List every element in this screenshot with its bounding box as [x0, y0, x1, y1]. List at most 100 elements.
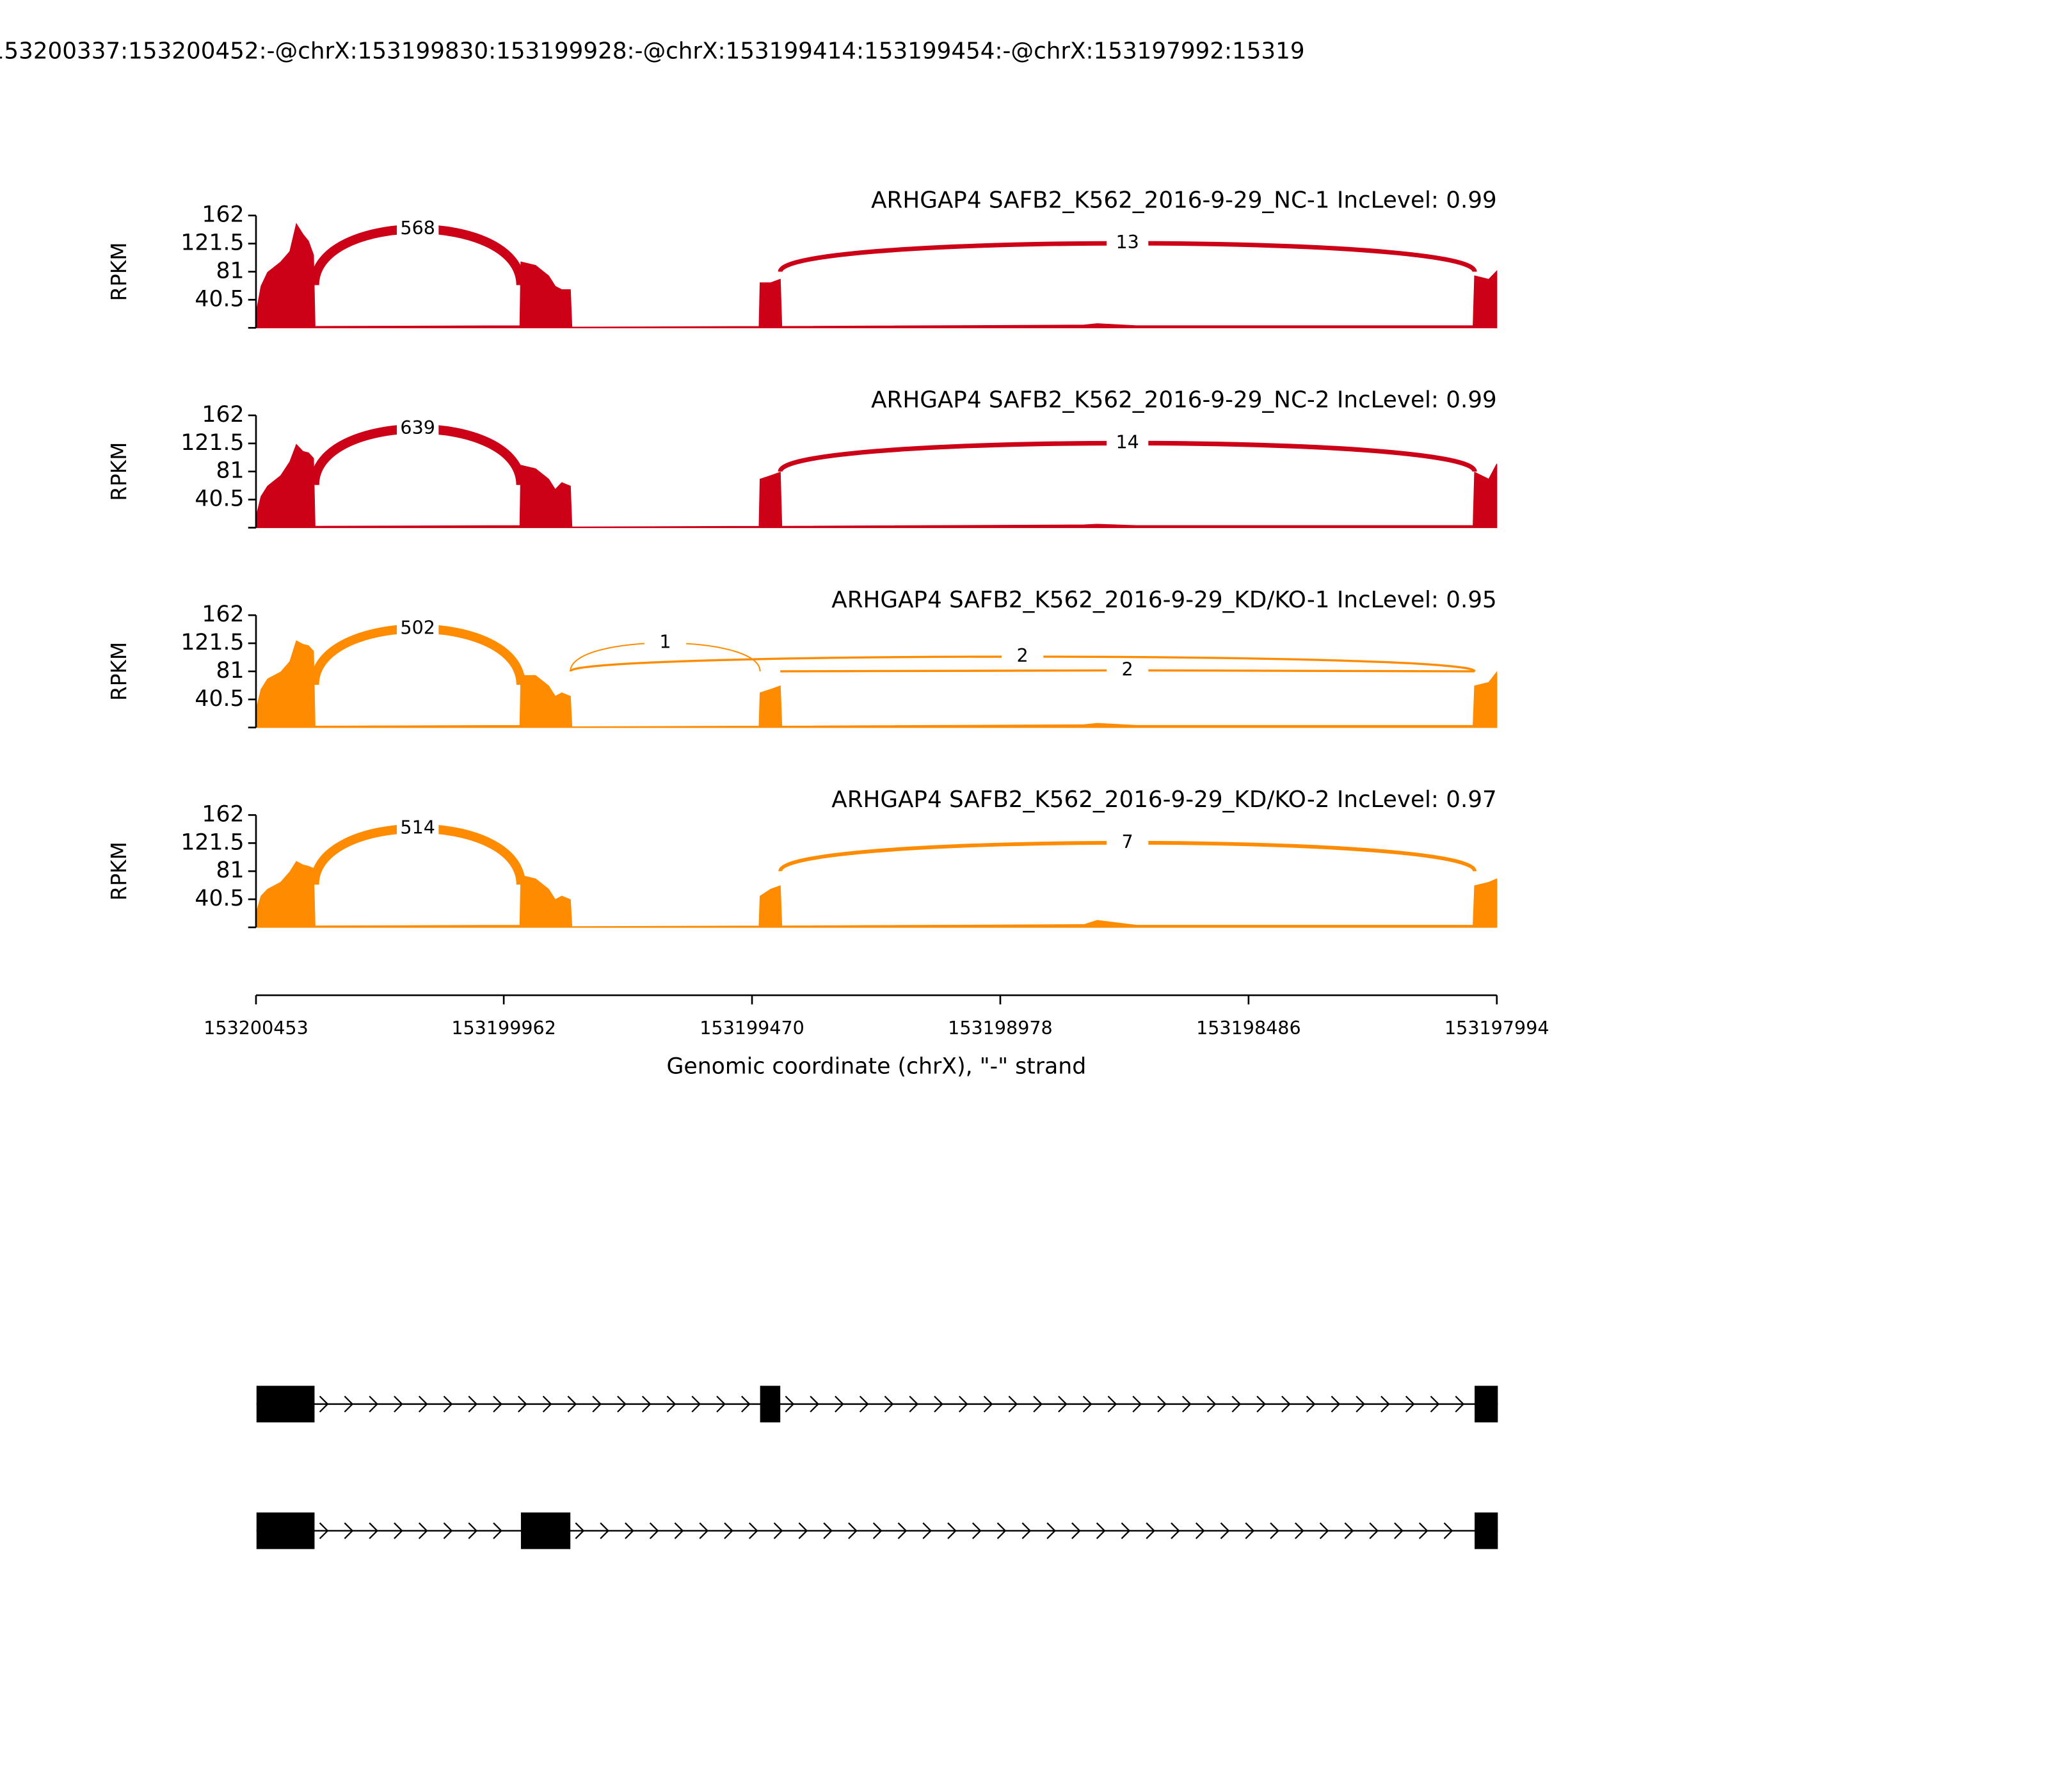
y-tick-label: 121.5	[180, 430, 244, 456]
strand-chevron	[884, 1395, 894, 1412]
strand-chevron	[724, 1522, 733, 1539]
strand-chevron	[344, 1395, 354, 1412]
strand-chevron	[741, 1395, 751, 1412]
strand-chevron	[823, 1522, 833, 1539]
strand-chevron	[369, 1522, 379, 1539]
strand-chevron	[922, 1522, 932, 1539]
y-tick-label: 81	[216, 658, 244, 684]
strand-chevron	[1319, 1522, 1329, 1539]
strand-chevron	[1270, 1522, 1279, 1539]
strand-chevron	[443, 1522, 453, 1539]
strand-chevron	[1306, 1395, 1316, 1412]
junction-label-bg	[1001, 646, 1044, 668]
strand-chevron	[785, 1395, 795, 1412]
strand-chevron	[1157, 1395, 1167, 1412]
strand-chevron	[649, 1522, 659, 1539]
strand-chevron	[1107, 1395, 1117, 1412]
y-tick-label: 162	[202, 202, 244, 228]
exon	[760, 1386, 781, 1423]
strand-chevron	[848, 1522, 858, 1539]
junction-label: 14	[1116, 431, 1139, 452]
junction-label-bg	[397, 618, 439, 639]
junction-label-bg	[1106, 232, 1149, 254]
strand-chevron	[748, 1522, 758, 1539]
strand-chevron	[1231, 1395, 1242, 1412]
strand-chevron	[1394, 1522, 1404, 1539]
strand-chevron	[600, 1522, 609, 1539]
strand-chevron	[592, 1395, 602, 1412]
x-tick-label: 153199962	[451, 1017, 556, 1039]
strand-chevron	[493, 1395, 502, 1412]
strand-chevron	[996, 1522, 1007, 1539]
strand-chevron	[872, 1522, 883, 1539]
strand-chevron	[674, 1522, 684, 1539]
strand-chevron	[443, 1395, 453, 1412]
x-tick-label: 153198486	[1196, 1017, 1301, 1039]
x-tick-label: 153199470	[700, 1017, 804, 1039]
y-tick-label: 81	[216, 258, 244, 284]
junction-label: 7	[1122, 831, 1133, 852]
strand-chevron	[394, 1522, 403, 1539]
strand-chevron	[1331, 1395, 1341, 1412]
x-tick-label: 153200453	[204, 1017, 308, 1039]
strand-chevron	[1256, 1395, 1266, 1412]
y-tick-label: 40.5	[195, 286, 244, 312]
strand-chevron	[773, 1522, 783, 1539]
figure-title: 153200337:153200452:-@chrX:153199830:153…	[0, 38, 1305, 65]
junction-label-bg	[1106, 433, 1149, 454]
strand-chevron	[468, 1522, 478, 1539]
strand-chevron	[983, 1395, 993, 1412]
exon	[1475, 1512, 1498, 1549]
strand-chevron	[518, 1395, 527, 1412]
strand-chevron	[1046, 1522, 1056, 1539]
strand-chevron	[1295, 1522, 1304, 1539]
strand-chevron	[319, 1522, 329, 1539]
junction-label-bg	[397, 418, 439, 440]
strand-chevron	[909, 1395, 919, 1412]
strand-chevron	[625, 1522, 634, 1539]
strand-chevron	[418, 1522, 428, 1539]
strand-chevron	[1171, 1522, 1180, 1539]
strand-chevron	[1380, 1395, 1390, 1412]
y-axis-label: RPKM	[107, 642, 131, 701]
strand-chevron	[859, 1395, 869, 1412]
strand-chevron	[1021, 1522, 1032, 1539]
strand-chevron	[1418, 1522, 1428, 1539]
y-axis-label: RPKM	[107, 442, 131, 501]
strand-chevron	[1245, 1522, 1255, 1539]
y-tick-label: 121.5	[180, 230, 244, 256]
strand-chevron	[567, 1395, 577, 1412]
strand-chevron	[1220, 1522, 1230, 1539]
coverage-area	[255, 861, 1498, 928]
panel-title: ARHGAP4 SAFB2_K562_2016-9-29_NC-1 IncLev…	[871, 187, 1497, 213]
strand-chevron	[468, 1395, 478, 1412]
strand-chevron	[716, 1395, 726, 1412]
panel-title: ARHGAP4 SAFB2_K562_2016-9-29_KD/KO-1 Inc…	[831, 587, 1497, 613]
strand-chevron	[575, 1522, 585, 1539]
x-axis-label: Genomic coordinate (chrX), "-" strand	[666, 1053, 1086, 1079]
strand-chevron	[934, 1395, 943, 1412]
junction-label-bg	[644, 632, 687, 653]
strand-chevron	[972, 1522, 982, 1539]
strand-chevron	[1206, 1395, 1217, 1412]
junction-label: 2	[1122, 658, 1133, 680]
junction-label-bg	[397, 218, 439, 240]
strand-chevron	[542, 1395, 552, 1412]
panel-title: ARHGAP4 SAFB2_K562_2016-9-29_KD/KO-2 Inc…	[831, 787, 1497, 813]
exon	[256, 1512, 315, 1549]
strand-chevron	[1181, 1395, 1192, 1412]
strand-chevron	[1344, 1522, 1354, 1539]
strand-chevron	[897, 1522, 908, 1539]
y-tick-label: 40.5	[195, 886, 244, 911]
strand-chevron	[947, 1522, 957, 1539]
x-tick-label: 153198978	[948, 1017, 1053, 1039]
strand-chevron	[1058, 1395, 1068, 1412]
strand-chevron	[1082, 1395, 1092, 1412]
exon	[1475, 1386, 1498, 1423]
strand-chevron	[810, 1395, 819, 1412]
strand-chevron	[394, 1395, 403, 1412]
junction-label: 514	[400, 817, 435, 838]
junction-label-bg	[397, 818, 439, 839]
strand-chevron	[1132, 1395, 1142, 1412]
